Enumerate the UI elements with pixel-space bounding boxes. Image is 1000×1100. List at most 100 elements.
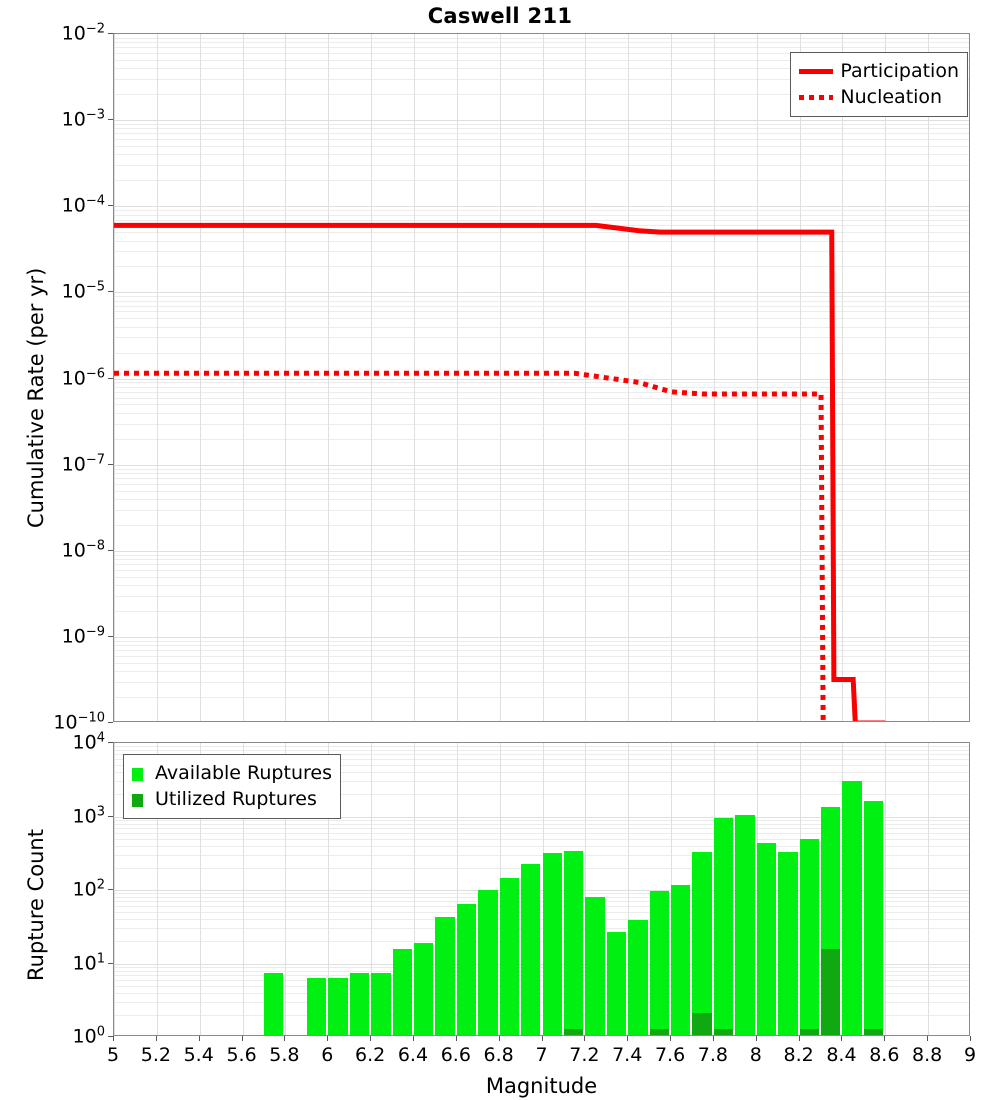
bar-available [306,977,327,1035]
gridline-vertical [285,743,287,1035]
top-y-axis-title: Cumulative Rate (per yr) [24,267,48,528]
gridline-minor [114,68,969,70]
x-tick-label: 6.8 [483,1044,514,1066]
bar-utilized [821,948,841,1035]
gridline-minor [114,576,969,578]
bar-available [478,889,498,1035]
gridline-minor [114,146,969,148]
x-tick-label: 7 [535,1044,548,1066]
x-tick-mark [884,1036,886,1041]
bar-available [521,864,541,1035]
gridline-minor [114,893,969,895]
y-tick-mark [108,815,113,817]
gridline-minor [114,645,969,647]
gridline-minor [114,906,969,908]
bar-utilized [799,1029,820,1035]
gridline-minor [114,979,969,981]
gridline-minor [114,640,969,642]
top-legend: Participation Nucleation [790,52,968,117]
gridline-vertical [114,743,115,1035]
gridline-major [114,963,969,965]
x-tick-label: 7.4 [612,1044,643,1066]
gridline-major [114,292,969,294]
x-tick-label: 8.6 [869,1044,900,1066]
gridline-major [114,816,969,818]
gridline-vertical [371,34,373,721]
rupture-count-plot [113,742,970,1036]
gridline-vertical [499,34,501,721]
cumulative-rate-plot [113,33,970,722]
bar-available [671,884,691,1035]
gridline-major [114,378,969,380]
gridline-minor [114,296,969,298]
x-tick-label: 5 [106,1044,120,1066]
legend-row: Utilized Ruptures [132,786,332,812]
gridline-minor [114,794,969,796]
x-tick-label: 5.4 [183,1044,214,1066]
gridline-major [114,206,969,208]
y-tick-mark [108,889,113,890]
gridline-vertical [199,34,201,721]
bar-available [628,919,648,1035]
gridline-minor [114,438,969,440]
x-tick-mark [755,1036,757,1041]
x-tick-label: 5.2 [140,1044,171,1066]
x-tick-mark [370,1036,372,1041]
x-tick-label: 8.8 [912,1044,943,1066]
gridline-minor [114,337,969,339]
bar-utilized [563,1029,584,1035]
gridline-vertical [413,34,415,721]
bar-available [456,904,477,1035]
bar-utilized [692,1012,712,1035]
gridline-minor [114,554,969,556]
y-tick-label: 10−8 [61,538,105,562]
gridline-vertical [885,34,887,721]
legend-dotted-line-icon [799,89,834,105]
gridline-minor [114,823,969,825]
x-tick-mark [927,1036,929,1041]
bar-available [606,932,627,1035]
y-tick-mark [108,119,113,121]
bar-available [392,948,412,1035]
bar-available [863,800,884,1035]
gridline-major [114,550,969,552]
y-tick-label: 10−10 [53,710,105,734]
bar-utilized [863,1029,884,1035]
gridline-minor [114,498,969,500]
gridline-minor [114,569,969,571]
bar-available [328,977,348,1035]
x-tick-mark [327,1036,329,1041]
gridline-minor [114,165,969,167]
legend-swatch-icon [132,791,148,807]
curve-nucleation [114,370,826,721]
gridline-minor [114,524,969,526]
bar-available [542,852,562,1035]
x-tick-mark [113,1036,114,1041]
bar-available [778,851,798,1035]
rate-curves [114,222,886,721]
gridline-minor [114,901,969,903]
x-tick-label: 7.8 [697,1044,728,1066]
y-tick-mark [108,549,113,551]
gridline-vertical [671,34,673,721]
gridline-minor [114,867,969,869]
gridline-vertical [456,34,458,721]
gridline-vertical [242,34,244,721]
legend-row: Participation [799,58,959,84]
y-tick-mark [108,722,113,723]
bar-available [692,851,712,1035]
bar-utilized [713,1029,734,1035]
gridline-minor [114,219,969,221]
gridline-vertical [413,743,415,1035]
gridline-minor [114,750,969,752]
gridline-vertical [842,34,844,721]
x-axis-title: Magnitude [485,1074,598,1098]
gridline-minor [114,423,969,425]
gridline-minor [114,251,969,253]
gridline-minor [114,838,969,840]
gridline-minor [114,827,969,829]
y-tick-label: 102 [72,877,105,901]
gridline-minor [114,759,969,761]
legend-label: Utilized Ruptures [155,787,317,810]
y-tick-label: 10−4 [61,193,105,217]
